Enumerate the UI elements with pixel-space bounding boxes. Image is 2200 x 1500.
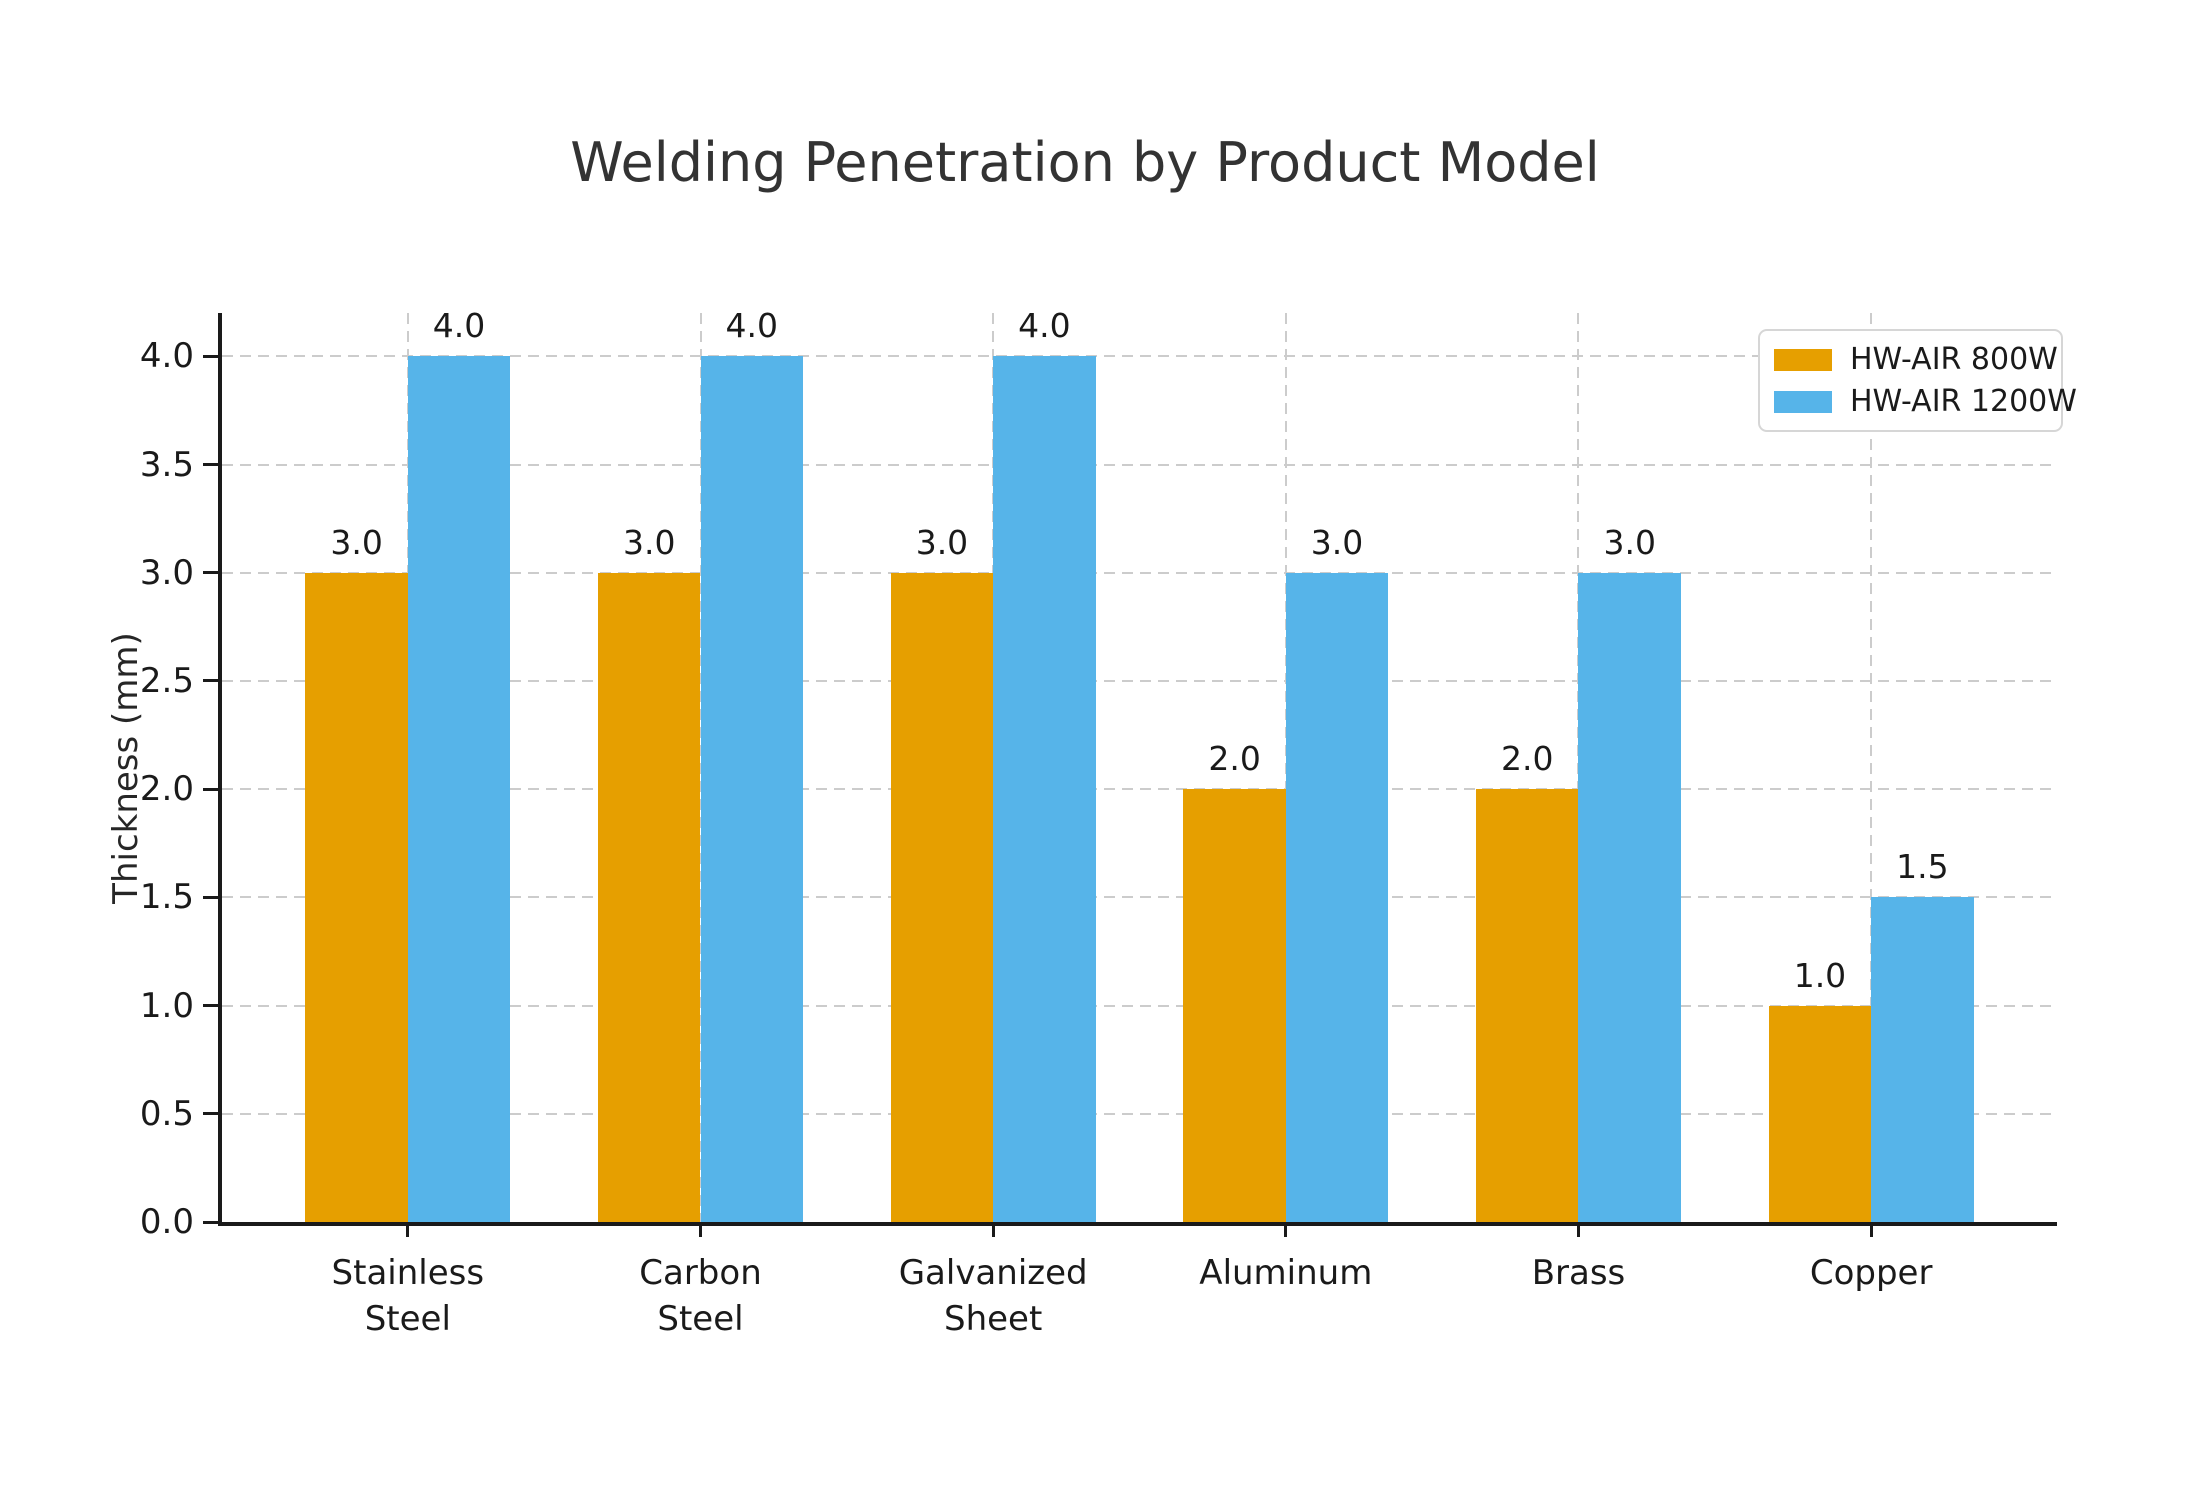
legend-item-1200w: HW-AIR 1200W bbox=[1774, 384, 2077, 419]
y-gridline bbox=[222, 1004, 2057, 1007]
x-tick-mark bbox=[1869, 1226, 1873, 1237]
x-tick-mark bbox=[1576, 1226, 1580, 1237]
bar bbox=[1578, 572, 1681, 1222]
bar-value-label: 2.0 bbox=[1501, 739, 1554, 779]
y-tick-mark bbox=[203, 463, 218, 466]
legend-swatch-800w bbox=[1774, 348, 1832, 371]
bar-value-label: 3.0 bbox=[915, 522, 969, 562]
y-tick-label: 0.5 bbox=[139, 1093, 194, 1134]
y-tick-label: 1.0 bbox=[139, 985, 194, 1026]
x-tick-label: Brass bbox=[1531, 1253, 1626, 1293]
x-tick-label: Galvanized Sheet bbox=[898, 1253, 1088, 1339]
y-tick-label: 0.0 bbox=[139, 1202, 194, 1242]
y-tick-mark bbox=[203, 679, 218, 683]
bar bbox=[700, 356, 803, 1222]
x-tick-mark bbox=[1284, 1226, 1288, 1237]
y-gridline bbox=[222, 571, 2057, 574]
legend-label-1200w: HW-AIR 1200W bbox=[1850, 384, 2077, 419]
bar-value-label: 3.0 bbox=[1603, 522, 1656, 562]
bar bbox=[407, 356, 511, 1222]
y-gridline bbox=[222, 463, 2057, 466]
y-tick-mark bbox=[203, 1112, 218, 1116]
y-tick-label: 3.0 bbox=[139, 552, 194, 593]
bar-value-label: 3.0 bbox=[330, 522, 383, 562]
x-tick-mark bbox=[406, 1226, 410, 1237]
bar bbox=[890, 572, 994, 1222]
bar-value-label: 4.0 bbox=[725, 306, 778, 346]
y-tick-mark bbox=[203, 354, 218, 358]
bar bbox=[1768, 1005, 1872, 1222]
x-tick-label: Aluminum bbox=[1199, 1253, 1373, 1293]
y-tick-mark bbox=[203, 787, 218, 791]
y-tick-mark bbox=[203, 1220, 218, 1224]
bar bbox=[598, 572, 701, 1222]
x-gridline bbox=[1870, 313, 1873, 1222]
legend-label-800w: HW-AIR 800W bbox=[1850, 342, 2058, 377]
legend: HW-AIR 800W HW-AIR 1200W bbox=[1758, 329, 2077, 432]
x-axis-spine bbox=[218, 1222, 2057, 1226]
bar bbox=[1183, 789, 1286, 1222]
bar-value-label: 3.0 bbox=[1310, 522, 1364, 562]
x-tick-label: Copper bbox=[1809, 1253, 1933, 1293]
y-gridline bbox=[222, 1112, 2057, 1115]
y-gridline bbox=[222, 788, 2057, 791]
x-tick-mark bbox=[699, 1226, 702, 1237]
y-gridline bbox=[222, 679, 2057, 682]
bar-value-label: 3.0 bbox=[623, 522, 676, 562]
legend-swatch-1200w bbox=[1774, 390, 1832, 413]
bar bbox=[1871, 897, 1974, 1222]
bar bbox=[993, 356, 1096, 1222]
y-tick-mark bbox=[203, 895, 218, 899]
chart-title: Welding Penetration by Product Model bbox=[570, 131, 1600, 194]
y-gridline bbox=[222, 896, 2057, 899]
bar-value-label: 4.0 bbox=[1018, 306, 1071, 346]
y-tick-mark bbox=[203, 571, 218, 575]
y-tick-mark bbox=[203, 1004, 218, 1008]
bar-value-label: 2.0 bbox=[1208, 739, 1261, 779]
bar-value-label: 1.0 bbox=[1793, 955, 1847, 995]
x-tick-label: Carbon Steel bbox=[639, 1253, 762, 1339]
y-tick-label: 1.5 bbox=[139, 877, 194, 918]
y-tick-label: 2.5 bbox=[139, 660, 194, 701]
x-tick-mark bbox=[991, 1226, 995, 1237]
bar bbox=[305, 572, 408, 1222]
bar bbox=[1476, 789, 1579, 1222]
y-tick-label: 4.0 bbox=[139, 336, 194, 377]
bar-value-label: 1.5 bbox=[1896, 847, 1949, 887]
y-axis-spine bbox=[218, 313, 222, 1226]
bar bbox=[1285, 572, 1389, 1222]
bar-value-label: 4.0 bbox=[432, 306, 486, 346]
legend-item-800w: HW-AIR 800W bbox=[1774, 342, 2058, 377]
y-tick-label: 3.5 bbox=[139, 444, 194, 485]
y-gridline bbox=[222, 355, 2057, 358]
y-tick-label: 2.0 bbox=[139, 769, 194, 810]
x-tick-label: Stainless Steel bbox=[331, 1253, 485, 1339]
